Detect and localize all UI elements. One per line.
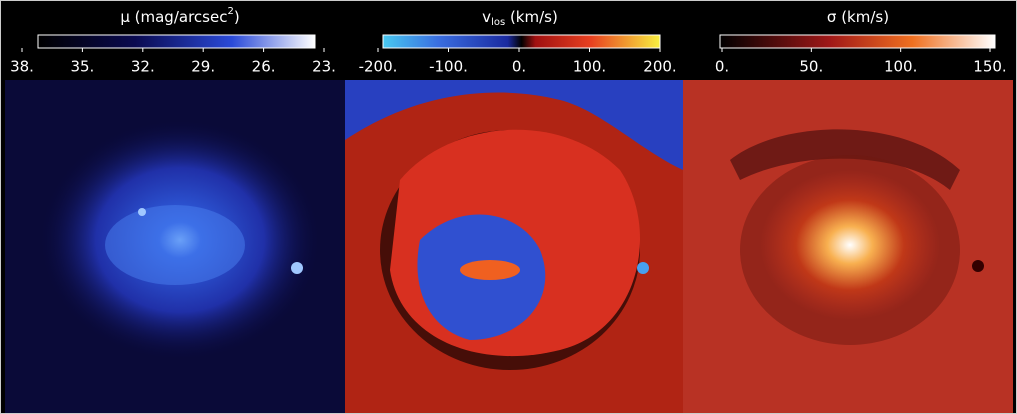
- colorbar: [720, 35, 995, 48]
- tick-label: 29.: [191, 58, 215, 76]
- title-main: v: [482, 8, 491, 26]
- tick-label: 150.: [973, 58, 1006, 76]
- star: [637, 262, 649, 274]
- tick-label: 23.: [312, 58, 336, 76]
- star: [291, 262, 303, 274]
- tick-label: 200.: [643, 58, 676, 76]
- tick-label: 50.: [799, 58, 823, 76]
- star: [972, 260, 984, 272]
- colorbar: [383, 35, 660, 48]
- tick-label: 100.: [884, 58, 917, 76]
- colorbar: [38, 35, 315, 48]
- tick-label: 32.: [131, 58, 155, 76]
- tick-label: 0.: [512, 58, 526, 76]
- hot-core: [760, 170, 940, 320]
- tick-label: 100.: [573, 58, 606, 76]
- galaxy-core: [105, 205, 245, 285]
- figure: μ (mag/arcsec2) 38. 35. 32. 29. 26. 23. vlos (k…: [0, 0, 1017, 414]
- title-main: σ (km/s): [827, 8, 889, 26]
- tick-label: 38.: [10, 58, 34, 76]
- title-end: (km/s): [505, 8, 558, 26]
- star: [138, 208, 146, 216]
- title-main: μ (mag/arcsec: [120, 8, 227, 26]
- tick-label: 0.: [715, 58, 729, 76]
- title-sub: los: [491, 17, 505, 28]
- tick-label: -100.: [429, 58, 468, 76]
- tick-label: 26.: [252, 58, 276, 76]
- tick-label: 35.: [70, 58, 94, 76]
- hot-spot: [460, 260, 520, 280]
- title-end: ): [234, 8, 240, 26]
- colorbar-title: μ (mag/arcsec2): [120, 6, 239, 26]
- tick-label: -200.: [359, 58, 398, 76]
- colorbar-title: σ (km/s): [827, 8, 889, 26]
